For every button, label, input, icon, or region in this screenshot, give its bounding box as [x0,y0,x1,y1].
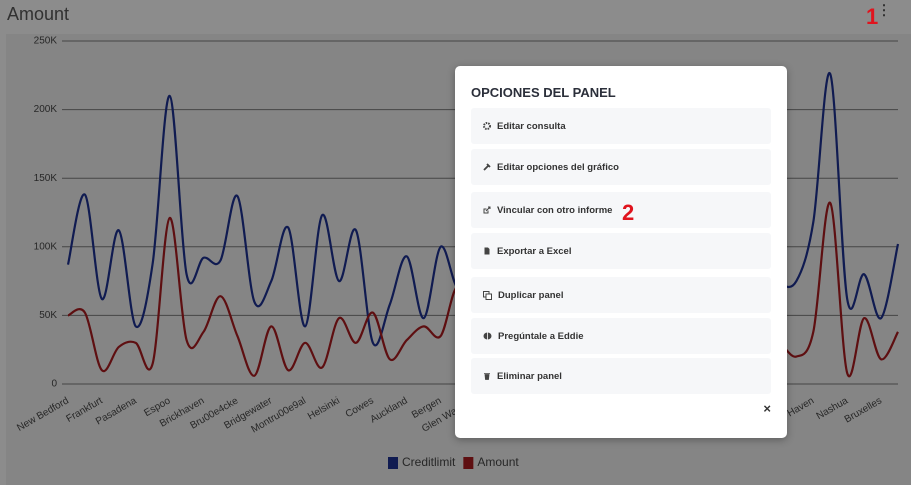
legend-swatch [463,457,474,469]
menu-item[interactable]: Eliminar panel [471,358,771,394]
y-tick-label: 250K [34,36,58,47]
panel-title: Amount [7,4,69,24]
item-label: Editar consulta [497,120,566,132]
annotation: 1 [866,4,879,29]
item-label: Exportar a Excel [497,245,572,257]
icon [483,163,491,171]
y-tick-label: 100K [34,241,58,252]
menu-item[interactable]: Pregúntale a Eddie [471,318,771,354]
item-label: Duplicar panel [498,289,564,301]
icon [483,332,492,340]
item-label: Editar opciones del gráfico [497,161,619,173]
item-label: Eliminar panel [497,370,562,382]
item-label: Vincular con otro informe [497,204,613,216]
legend-label: Amount [477,455,519,469]
icon [483,206,491,214]
menu-item[interactable]: Duplicar panel [471,277,771,313]
y-tick-label: 0 [51,379,57,390]
modal-title: OPCIONES DEL PANEL [471,85,616,100]
menu-item[interactable]: Vincular con otro informe [471,192,771,228]
y-tick-label: 200K [34,104,58,115]
icon [484,373,490,380]
legend-label: Creditlimit [402,455,456,469]
legend-swatch [388,457,398,469]
menu-item[interactable]: Exportar a Excel [471,233,771,269]
menu-button[interactable]: ⋮ [877,2,891,18]
y-tick-label: 50K [39,310,57,321]
y-tick-label: 150K [34,173,58,184]
close-button[interactable]: × [763,401,771,416]
item-label: Pregúntale a Eddie [498,330,584,342]
icon [484,247,490,255]
menu-item[interactable]: Editar opciones del gráfico [471,149,771,185]
annotation: 2 [622,200,635,225]
icon [483,290,492,300]
modal: OPCIONES DEL PANEL Editar consulta Edita… [455,66,787,438]
icon [483,122,491,130]
menu-item[interactable]: Editar consulta [471,108,771,144]
